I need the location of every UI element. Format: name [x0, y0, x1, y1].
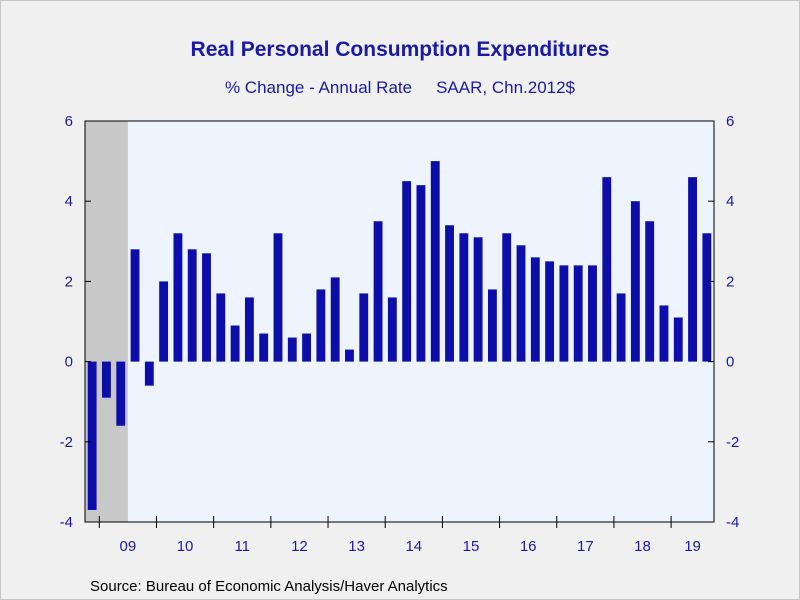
left-tick-label-6: 6	[65, 113, 73, 130]
left-tick-label--4: -4	[60, 514, 73, 531]
bar-2012Q2	[287, 337, 297, 362]
bar-2012Q3	[302, 333, 312, 362]
year-label-14: 14	[405, 538, 422, 555]
bar-2019Q1	[673, 317, 683, 362]
year-label-17: 17	[577, 538, 594, 555]
bar-2016Q4	[545, 261, 555, 362]
bar-2009Q4	[144, 361, 154, 386]
bar-2012Q4	[316, 289, 326, 362]
bar-2009Q1	[102, 361, 111, 398]
subtitle-units: % Change - Annual Rate	[224, 78, 413, 97]
left-tick-label-0: 0	[65, 354, 73, 371]
bar-2010Q1	[159, 281, 169, 362]
bar-2014Q4	[430, 161, 440, 362]
subtitle-series-basis: SAAR, Chn.2012$	[436, 78, 576, 97]
right-tick-label--4: -4	[726, 514, 739, 531]
bar-2019Q3	[702, 233, 712, 362]
bar-2012Q1	[273, 233, 283, 362]
bar-2014Q3	[416, 185, 426, 362]
bar-2013Q3	[359, 293, 369, 362]
left-tick-label-2: 2	[65, 273, 73, 290]
bar-2017Q3	[588, 265, 597, 362]
year-label-09: 09	[120, 538, 137, 555]
bar-2014Q1	[387, 297, 397, 362]
bar-2015Q2	[459, 233, 469, 362]
bar-2010Q2	[173, 233, 183, 362]
bar-2011Q4	[259, 333, 269, 362]
bar-2011Q2	[230, 325, 240, 362]
bar-2013Q4	[373, 221, 383, 362]
bar-2011Q3	[244, 297, 254, 362]
year-label-11: 11	[234, 538, 250, 555]
left-tick-label-4: 4	[65, 193, 73, 210]
bar-2013Q1	[330, 277, 340, 362]
source-note: Source: Bureau of Economic Analysis/Have…	[90, 578, 448, 595]
right-tick-label-0: 0	[726, 354, 734, 371]
bar-2015Q3	[473, 237, 483, 362]
bar-2009Q3	[130, 249, 140, 362]
bar-2018Q4	[659, 305, 669, 362]
bar-2010Q3	[187, 249, 197, 362]
right-tick-label-6: 6	[726, 113, 734, 130]
year-label-13: 13	[348, 538, 365, 555]
bar-2009Q2	[116, 361, 126, 426]
bar-2015Q1	[445, 225, 454, 362]
year-label-18: 18	[634, 538, 651, 555]
year-label-15: 15	[463, 538, 480, 555]
bar-2018Q1	[616, 293, 626, 362]
bar-2013Q2	[345, 349, 354, 362]
right-tick-label-2: 2	[726, 273, 734, 290]
bar-2018Q2	[630, 201, 640, 362]
year-label-19: 19	[684, 538, 701, 555]
bar-2016Q3	[530, 257, 540, 362]
chart-title: Real Personal Consumption Expenditures	[190, 38, 610, 61]
bar-2010Q4	[202, 253, 211, 362]
bar-2019Q2	[688, 177, 697, 362]
right-tick-label--2: -2	[726, 434, 739, 451]
left-tick-label--2: -2	[60, 434, 73, 451]
year-label-12: 12	[291, 538, 308, 555]
bar-2016Q1	[502, 233, 512, 362]
right-tick-label-4: 4	[726, 193, 734, 210]
bar-2017Q2	[573, 265, 583, 362]
year-label-10: 10	[177, 538, 194, 555]
bar-2016Q2	[516, 245, 526, 362]
plot-border	[84, 120, 715, 523]
chart-subtitle: % Change - Annual Rate SAAR, Chn.2012$	[0, 78, 800, 98]
bar-2014Q2	[402, 181, 412, 362]
bar-2015Q4	[487, 289, 497, 362]
bar-2008Q4	[87, 361, 97, 510]
bar-2017Q4	[602, 177, 612, 362]
bar-2018Q3	[645, 221, 655, 362]
bar-2011Q1	[216, 293, 226, 362]
year-label-16: 16	[520, 538, 537, 555]
bar-2017Q1	[559, 265, 569, 362]
